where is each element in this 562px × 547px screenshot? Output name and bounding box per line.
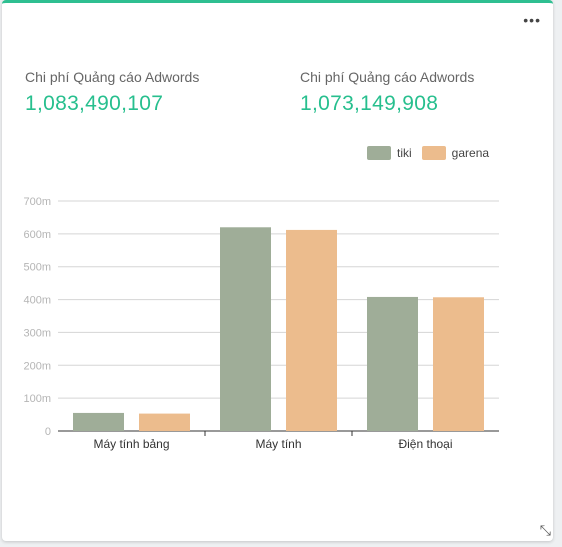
y-tick-label: 100m	[23, 393, 51, 405]
metric-garena: Chi phí Quảng cáo Adwords 1,073,149,908	[300, 69, 474, 116]
metric-value: 1,073,149,908	[300, 92, 439, 115]
y-tick-label: 200m	[23, 360, 51, 372]
metric-value: 1,083,490,107	[25, 92, 164, 115]
legend-item-garena[interactable]: garena	[421, 146, 490, 160]
y-tick-label: 500m	[23, 262, 51, 274]
legend-swatch-garena	[421, 146, 446, 160]
x-tick-label: Điện thoại	[398, 437, 452, 451]
chart-widget: ••• Chi phí Quảng cáo Adwords 1,083,490,…	[2, 0, 553, 541]
more-options-icon[interactable]: •••	[523, 12, 541, 28]
legend-swatch-tiki	[367, 146, 391, 160]
y-tick-label: 600m	[23, 229, 51, 241]
bar-garena	[139, 413, 190, 431]
legend-item-tiki[interactable]: tiki	[367, 146, 412, 160]
bar-tiki	[73, 412, 124, 431]
resize-icon[interactable]: ⤡	[539, 522, 551, 538]
legend-label: tiki	[397, 146, 412, 160]
x-tick-label: Máy tính bảng	[93, 437, 169, 451]
bar-garena	[286, 229, 337, 431]
legend-label: garena	[451, 146, 490, 160]
metric-label: Chi phí Quảng cáo Adwords	[300, 69, 475, 85]
chart-legend: tiki garena	[367, 146, 499, 160]
y-tick-label: 0	[45, 426, 51, 438]
x-tick-label: Máy tính	[255, 437, 301, 451]
bar-tiki	[367, 296, 418, 431]
y-tick-label: 700m	[23, 196, 51, 208]
y-tick-label: 400m	[23, 295, 51, 307]
bar-chart: 0 100m 200m 300m 400m 500m 600m 700m Máy tính bả…	[23, 196, 499, 451]
bar-garena	[433, 297, 484, 431]
metric-label: Chi phí Quảng cáo Adwords	[25, 69, 200, 85]
bar-tiki	[220, 227, 271, 431]
metric-tiki: Chi phí Quảng cáo Adwords 1,083,490,107	[25, 69, 199, 116]
y-tick-label: 300m	[23, 327, 51, 339]
